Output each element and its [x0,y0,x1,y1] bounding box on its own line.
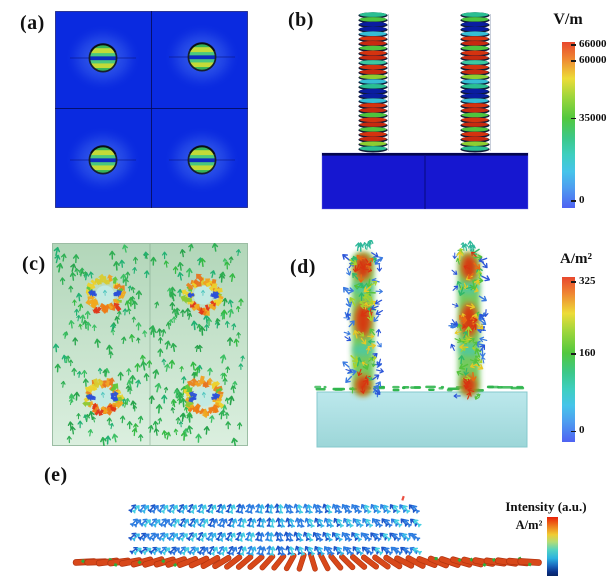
colorbar-tick-mark [571,59,576,62]
hotspot-ring [180,273,224,316]
current-pillar [448,240,491,400]
colorbar-e [547,517,558,576]
colorbar-d-title: A/m² [560,251,592,267]
panel-d-current-pillars-plot [314,240,528,448]
colorbar-tick-mark [571,353,576,355]
colorbar-tick-label: 160 [579,346,596,359]
hotspot-ring [183,375,225,419]
colorbar-d [562,277,575,442]
panel-a-efield-topview-plot [55,11,248,208]
colorbar-tick-mark [571,200,576,202]
nanohole-mode [188,43,216,71]
surface-current-line [314,385,525,392]
bottom-dipole-row [72,552,542,572]
nanohole-mode [188,146,216,174]
field-arrow-grid [128,503,422,556]
panel-a-label: (a) [20,12,45,34]
colorbar-tick-mark [571,281,576,283]
background-current-arrows [52,243,245,446]
colorbar-tick-mark [571,44,576,47]
colorbar-b-title: V/m [553,11,583,28]
current-pillar [342,240,384,398]
hotspot-ring [85,273,127,314]
panel-e-label: (e) [44,464,68,486]
colorbar-tick-mark [571,430,576,433]
colorbar-tick-label: 35000 [579,111,607,124]
panel-c-label: (c) [22,253,46,275]
panel-c-current-topview-plot [52,243,248,446]
colorbar-tick-label: 325 [579,274,596,287]
nanohole-mode [89,44,117,72]
panel-b-efield-pillars-plot [321,12,529,210]
nanopillar-stack [358,12,389,153]
hotspot-ring [82,377,125,417]
panel-e-vector-field-plot [72,495,542,572]
panel-d-label: (d) [290,256,316,278]
colorbar-b [562,42,575,208]
colorbar-e-title: Intensity (a.u.) [505,499,587,514]
nanopillar-stack [460,12,491,153]
colorbar-tick-label: 0 [579,424,585,437]
colorbar-e-unit: A/m² [515,518,543,532]
colorbar-tick-label: 66000 [579,38,607,51]
colorbar-tick-mark [571,117,576,120]
colorbar-tick-label: 60000 [579,53,607,66]
nanohole-mode [89,146,117,174]
panel-b-label: (b) [288,9,314,31]
colorbar-tick-label: 0 [579,193,585,206]
